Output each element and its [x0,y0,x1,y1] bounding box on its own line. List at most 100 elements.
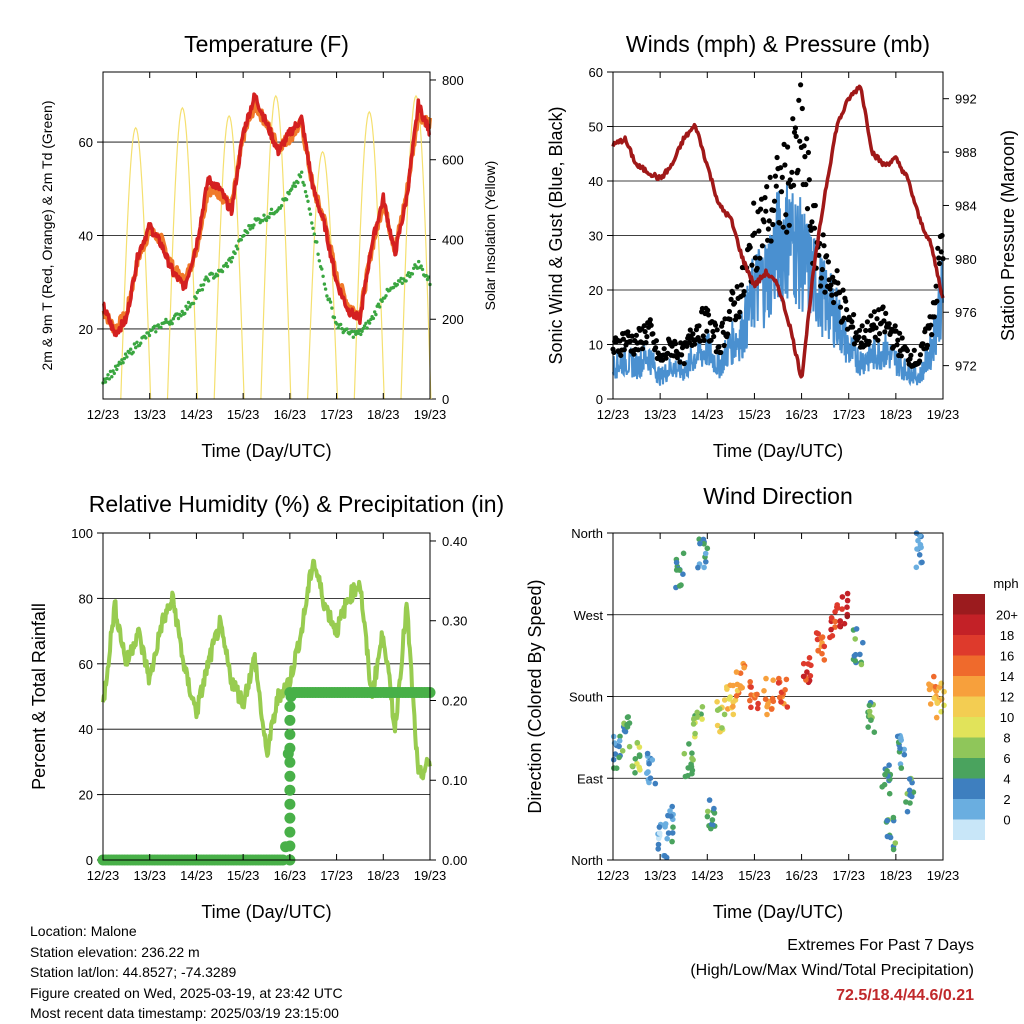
direction-point [704,545,711,552]
gust-point [643,340,649,346]
direction-point [692,730,698,737]
direction-point [646,779,652,786]
gust-point [929,332,935,338]
legend-swatch [953,717,985,738]
direction-point [839,594,846,600]
dewpoint-point [146,331,150,335]
direction-point [636,753,643,760]
gust-point [749,262,755,268]
direction-point [656,824,663,830]
direction-point [665,830,672,836]
gust-point [904,348,911,354]
temp-ytick-right-label: 0 [442,392,449,407]
gust-point [851,312,857,318]
dir-xtick-label: 13/23 [644,868,677,883]
extremes-values: 72.5/18.4/44.6/0.21 [836,987,974,1004]
rh-xtick-label: 17/23 [320,868,353,883]
gust-point [653,338,660,344]
gust-point [843,298,849,304]
gust-point [935,245,941,251]
gust-point [725,331,731,337]
dewpoint-point [417,259,421,264]
temp-xtick-label: 17/23 [320,407,353,422]
direction-point [941,702,947,709]
gust-point [718,349,724,356]
gust-point [864,319,871,325]
gust-point [752,255,759,261]
dewpoint-point [327,297,332,301]
direction-point [613,765,620,771]
wind-frame [612,71,944,400]
direction-point [860,639,866,646]
direction-point [730,699,736,705]
direction-point [807,673,814,679]
dewpoint-point [303,190,308,194]
direction-point [915,537,921,544]
direction-point [886,762,892,768]
gust-point [939,232,945,239]
dir-xtick-label: 16/23 [785,868,818,883]
direction-point [778,699,784,705]
direction-point [670,824,676,830]
dewpoint-point [156,323,160,327]
direction-point [664,835,670,842]
wind-ylabel-right: Station Pressure (Maroon) [998,130,1018,341]
direction-point [881,781,888,788]
direction-point [702,550,709,557]
direction-point [762,696,769,702]
gust-point [856,334,862,340]
direction-point [815,631,821,637]
gust-point [770,221,776,228]
direction-point [619,748,626,754]
gust-point [747,244,753,250]
gust-point [721,342,727,349]
gust-point [791,129,798,135]
direction-point [680,550,687,557]
direction-point [865,724,871,730]
gust-point [782,162,788,168]
gust-point [801,143,807,149]
dewpoint-point [233,251,237,256]
direction-point [730,711,737,718]
dewpoint-point [188,305,192,309]
wind-ytick-label: 60 [589,65,603,80]
dewpoint-point [284,197,289,202]
direction-point [852,657,858,664]
direction-point [941,688,947,695]
direction-point [634,739,641,746]
direction-point [624,714,631,721]
dewpoint-point [316,252,320,256]
temp-xtick-label: 12/23 [87,407,120,422]
dewpoint-point [184,304,188,308]
gust-point [882,329,888,335]
temp-xtick-label: 16/23 [274,407,307,422]
gust-point [692,341,698,347]
dewpoint-point [134,345,138,350]
direction-point [733,669,740,675]
wind-xtick-label: 17/23 [832,407,865,422]
legend-swatch [953,737,985,758]
gust-point [899,335,905,341]
gust-point [714,327,720,333]
gust-point [795,167,801,173]
direction-point [747,697,753,704]
direction-point [884,833,891,840]
gust-point [653,345,659,351]
direction-point [866,708,873,715]
wind-ytick-label: 0 [596,392,603,407]
gust-point [642,329,648,335]
legend-label: 8 [1003,731,1010,746]
dewpoint-point [185,307,189,311]
recent-timestamp: Most recent data timestamp: 2025/03/19 2… [30,1005,339,1021]
legend-title: mph [993,576,1018,591]
direction-point [931,695,937,701]
gust-point [767,174,773,180]
dewpoint-point [305,194,309,198]
wind-xtick-label: 18/23 [880,407,913,422]
direction-point [852,651,859,658]
direction-point [610,733,617,740]
direction-point [711,805,717,812]
dewpoint-point [162,320,167,325]
rh-ytick-label: 60 [79,657,93,672]
